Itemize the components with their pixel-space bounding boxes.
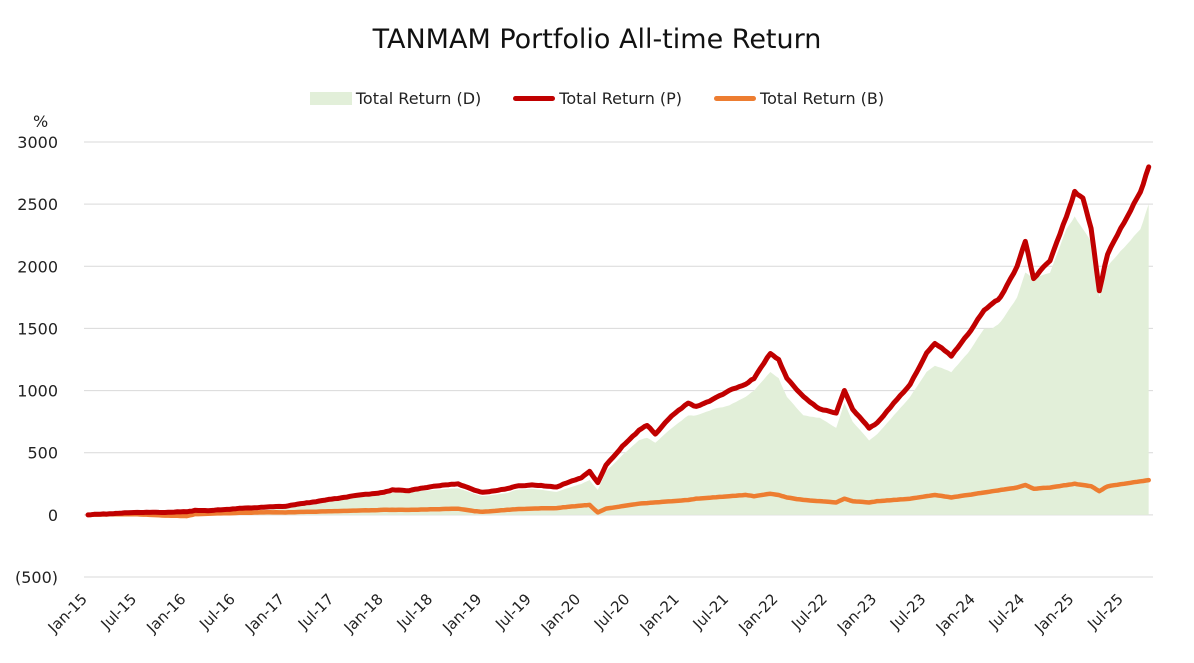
x-tick-label: Jan-23: [833, 590, 880, 637]
x-tick-label: Jan-19: [438, 590, 485, 637]
x-tick-label: Jan-17: [241, 590, 288, 637]
x-tick-label: Jul-19: [491, 590, 535, 634]
y-tick-label: 2000: [17, 257, 58, 276]
x-tick-label: Jan-15: [44, 590, 91, 637]
legend-swatch-p: [513, 96, 556, 101]
x-tick-label: Jan-18: [340, 590, 387, 637]
x-tick-label: Jul-17: [294, 590, 338, 634]
x-tick-label: Jul-22: [787, 590, 831, 634]
x-tick-label: Jan-16: [142, 590, 189, 637]
y-tick-label: 3000: [17, 133, 58, 152]
x-tick-label: Jul-15: [97, 590, 141, 634]
legend-label-b: Total Return (B): [760, 89, 885, 108]
x-tick-label: Jul-20: [590, 590, 634, 634]
y-tick-label: 0: [48, 506, 58, 525]
x-tick-label: Jul-18: [393, 590, 437, 634]
x-tick-label: Jul-23: [886, 590, 930, 634]
y-tick-label: (500): [15, 568, 58, 587]
chart-title: TANMAM Portfolio All-time Return: [372, 24, 822, 55]
legend-item-b: Total Return (B): [714, 89, 884, 108]
x-tick-label: Jan-20: [537, 590, 584, 637]
x-tick-label: Jul-21: [689, 590, 733, 634]
legend-swatch-b: [714, 96, 757, 101]
series-line-b: [85, 477, 1151, 519]
legend-swatch-area: [309, 92, 352, 105]
x-tick-label: Jul-25: [1083, 590, 1127, 634]
legend-item-d: Total Return (D): [309, 89, 482, 108]
legend-item-p: Total Return (P): [513, 89, 682, 108]
x-tick-label: Jan-22: [734, 590, 781, 637]
x-tick-label: Jul-16: [195, 590, 239, 634]
legend: Total Return (D) Total Return (P) Total …: [0, 89, 1194, 108]
y-tick-label: 2500: [17, 195, 58, 214]
series-area-d: [88, 204, 1149, 515]
series-line-p: [85, 164, 1152, 518]
y-tick-label: 1500: [17, 319, 58, 338]
x-tick-label: Jan-25: [1030, 590, 1077, 637]
y-tick-label: 1000: [17, 382, 58, 401]
legend-label-p: Total Return (P): [559, 89, 683, 108]
legend-label-d: Total Return (D): [355, 89, 482, 108]
x-tick-label: Jul-24: [985, 590, 1029, 634]
y-tick-label: 500: [27, 444, 58, 463]
y-axis-unit-label: %: [33, 112, 49, 131]
x-tick-label: Jan-21: [636, 590, 683, 637]
x-tick-label: Jan-24: [932, 590, 979, 637]
